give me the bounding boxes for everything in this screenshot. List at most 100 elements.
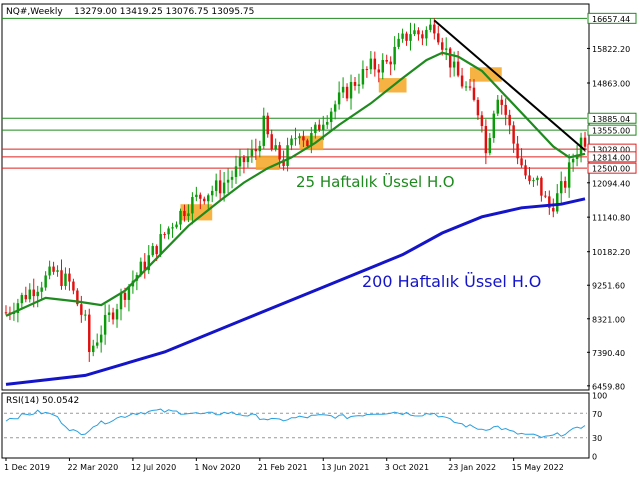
candle-body-128 — [512, 125, 515, 144]
candle-body-138 — [552, 207, 555, 212]
candle-body-93 — [373, 58, 377, 70]
candle-body-38 — [155, 246, 158, 255]
candle-body-25 — [103, 314, 107, 335]
candle-body-95 — [381, 60, 384, 73]
candle-body-29 — [119, 292, 123, 310]
candle-body-99 — [397, 38, 400, 47]
price-label-11: 9251.60 — [592, 282, 625, 291]
date-label-4: 21 Feb 2021 — [258, 463, 308, 472]
candle-body-129 — [516, 143, 519, 159]
candle-body-61 — [246, 156, 250, 163]
candle-body-63 — [254, 149, 258, 152]
candle-body-58 — [234, 166, 238, 177]
candle-body-44 — [179, 210, 182, 225]
candle-body-39 — [159, 234, 162, 255]
candle-body-120 — [480, 115, 484, 127]
candle-body-96 — [385, 60, 388, 62]
candle-body-116 — [464, 86, 468, 88]
candle-body-81 — [325, 122, 329, 125]
candle-body-102 — [409, 34, 412, 41]
candle-body-40 — [163, 234, 166, 236]
candle-body-20 — [84, 314, 87, 316]
price-label-6: 12814.00 — [592, 153, 630, 162]
candle-body-106 — [425, 29, 428, 39]
candle-body-132 — [528, 175, 531, 181]
candle-body-77 — [310, 133, 313, 147]
candle-body-124 — [496, 99, 499, 114]
candle-body-80 — [322, 124, 325, 131]
candle-body-105 — [421, 34, 424, 39]
price-label-2: 14863.00 — [592, 80, 630, 89]
candle-body-143 — [571, 158, 575, 163]
candle-body-28 — [115, 309, 119, 320]
candle-body-78 — [314, 124, 317, 134]
candle-body-146 — [583, 137, 587, 147]
candle-body-13 — [56, 270, 59, 272]
candle-body-24 — [99, 334, 103, 343]
rsi-layer — [4, 408, 587, 439]
candle-body-114 — [456, 61, 460, 76]
candle-body-125 — [500, 99, 503, 105]
candle-body-115 — [460, 75, 464, 87]
candle-body-10 — [44, 275, 47, 288]
candle-body-94 — [377, 69, 381, 73]
candle-body-104 — [417, 30, 420, 35]
candle-body-122 — [488, 138, 492, 154]
candle-body-142 — [567, 162, 571, 188]
candle-body-112 — [448, 48, 452, 68]
candle-body-71 — [286, 145, 289, 166]
candle-body-107 — [429, 24, 432, 30]
price-label-13: 7390.40 — [592, 349, 625, 358]
candle-body-82 — [329, 111, 333, 123]
candle-body-84 — [337, 92, 341, 105]
candle-body-109 — [437, 33, 440, 43]
date-label-8: 15 May 2022 — [512, 463, 564, 472]
rsi-axis-label-1: 70 — [592, 410, 602, 419]
candle-body-26 — [107, 312, 111, 315]
candle-body-2 — [12, 313, 16, 315]
candle-body-41 — [167, 228, 170, 235]
price-tag-4 — [587, 124, 637, 136]
candle-body-137 — [548, 196, 551, 208]
candle-body-48 — [195, 194, 198, 198]
candle-body-135 — [540, 177, 543, 196]
price-tag-0 — [587, 12, 637, 24]
rsi-axis-label-3: 0 — [592, 453, 597, 462]
candle-body-34 — [139, 261, 143, 276]
ema200-annotation: 200 Haftalık Üssel H.O — [362, 272, 541, 291]
candle-body-27 — [111, 312, 115, 320]
candle-body-67 — [270, 134, 273, 150]
rsi-line — [5, 408, 586, 439]
candle-body-50 — [203, 198, 206, 202]
price-label-10: 10182.20 — [592, 248, 630, 257]
symbol-label: NQ#,Weekly — [6, 7, 63, 17]
candle-body-86 — [345, 86, 349, 99]
price-tag-6 — [587, 151, 637, 163]
candle-body-15 — [64, 273, 67, 286]
rsi-label: RSI(14) 50.0542 — [6, 396, 79, 406]
candle-body-69 — [278, 145, 281, 160]
axis-layer: 16657.44 15822.20 14863.00 13885.04 13555.00… — [4, 12, 637, 472]
candle-body-103 — [413, 30, 416, 35]
candle-body-56 — [226, 179, 230, 183]
candle-body-100 — [401, 33, 404, 39]
candle-body-88 — [353, 81, 357, 86]
price-label-3: 13885.04 — [592, 115, 630, 124]
candle-body-141 — [563, 181, 567, 188]
candle-body-3 — [16, 303, 20, 314]
candle-body-23 — [95, 342, 99, 346]
candle-body-101 — [405, 33, 408, 41]
ohlc-label: 13279.00 13419.25 13076.75 13095.75 — [74, 7, 254, 17]
candle-body-7 — [32, 289, 35, 297]
date-label-1: 22 Mar 2020 — [67, 463, 118, 472]
candle-body-11 — [48, 266, 51, 276]
candle-body-72 — [290, 138, 293, 146]
candle-body-83 — [333, 104, 337, 112]
candle-body-52 — [210, 190, 214, 196]
price-label-0: 16657.44 — [592, 15, 630, 24]
candle-body-117 — [468, 86, 472, 88]
candle-body-98 — [393, 46, 396, 65]
candle-body-62 — [250, 149, 254, 157]
candle-body-31 — [127, 286, 131, 300]
